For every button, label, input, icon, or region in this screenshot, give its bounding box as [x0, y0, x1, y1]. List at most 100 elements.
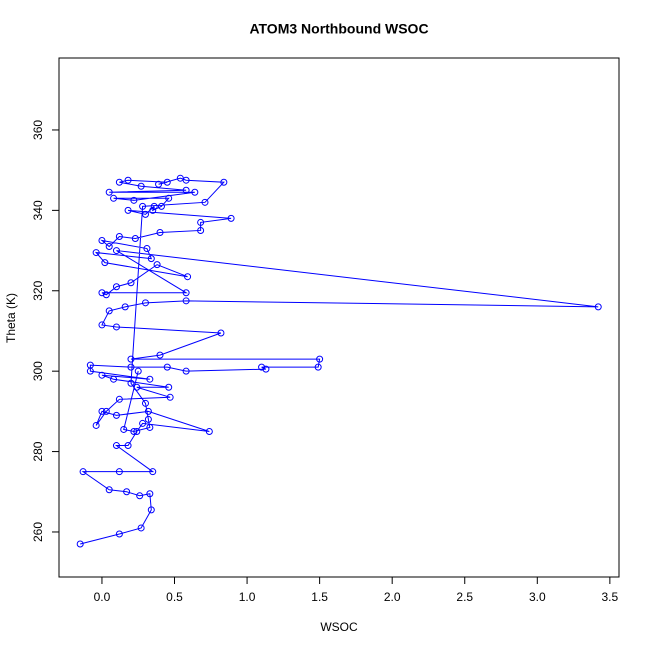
point — [165, 194, 173, 202]
point — [137, 182, 145, 190]
point — [156, 228, 164, 236]
point — [110, 194, 118, 202]
point — [98, 321, 106, 329]
point — [139, 419, 147, 427]
point — [127, 379, 135, 387]
x-tick-label: 3.5 — [602, 590, 619, 604]
point — [141, 399, 149, 407]
point — [201, 198, 209, 206]
point — [146, 375, 154, 383]
point — [115, 530, 123, 538]
point — [115, 178, 123, 186]
point — [124, 442, 132, 450]
x-tick-label: 1.5 — [311, 590, 328, 604]
point — [136, 492, 144, 500]
point — [149, 468, 157, 476]
point — [227, 214, 235, 222]
point — [144, 415, 152, 423]
point — [165, 383, 173, 391]
point — [131, 235, 139, 243]
point — [86, 361, 94, 369]
point — [92, 249, 100, 257]
point — [115, 468, 123, 476]
point — [176, 174, 184, 182]
x-axis-label: WSOC — [320, 620, 358, 634]
x-tick-label: 0.5 — [166, 590, 183, 604]
point — [112, 323, 120, 331]
x-tick-label: 3.0 — [529, 590, 546, 604]
point — [127, 355, 135, 363]
point — [124, 206, 132, 214]
point — [127, 363, 135, 371]
point — [182, 176, 190, 184]
point — [205, 427, 213, 435]
point — [146, 490, 154, 498]
point — [197, 226, 205, 234]
point — [139, 202, 147, 210]
point — [133, 427, 141, 435]
point — [110, 375, 118, 383]
point — [182, 289, 190, 297]
point — [149, 206, 157, 214]
plot-box — [58, 57, 620, 578]
y-tick-label: 260 — [31, 522, 45, 542]
point — [262, 365, 270, 373]
point — [112, 283, 120, 291]
y-tick-label: 340 — [31, 200, 45, 220]
point — [105, 188, 113, 196]
point — [102, 291, 110, 299]
point — [98, 289, 106, 297]
chart-title: ATOM3 Northbound WSOC — [249, 21, 428, 37]
y-tick-label: 280 — [31, 441, 45, 461]
point — [166, 393, 174, 401]
point — [124, 176, 132, 184]
point — [120, 425, 128, 433]
series-line — [80, 177, 599, 545]
point — [105, 486, 113, 494]
point — [157, 202, 165, 210]
point — [197, 218, 205, 226]
point — [115, 395, 123, 403]
x-tick-label: 2.0 — [384, 590, 401, 604]
y-tick-label: 300 — [31, 361, 45, 381]
point — [147, 506, 155, 514]
x-tick-label: 0.0 — [94, 590, 111, 604]
point — [182, 186, 190, 194]
point — [153, 261, 161, 269]
x-tick-label: 2.5 — [456, 590, 473, 604]
point — [112, 247, 120, 255]
point — [163, 178, 171, 186]
point — [92, 421, 100, 429]
point — [98, 371, 106, 379]
point — [134, 367, 142, 375]
point — [184, 273, 192, 281]
point — [220, 178, 228, 186]
point — [123, 488, 131, 496]
point — [112, 411, 120, 419]
point — [163, 363, 171, 371]
point — [121, 303, 129, 311]
point — [105, 243, 113, 251]
point — [314, 363, 322, 371]
point — [182, 367, 190, 375]
point — [98, 407, 106, 415]
point — [258, 363, 266, 371]
point — [130, 196, 138, 204]
point — [79, 468, 87, 476]
point — [156, 351, 164, 359]
point — [105, 307, 113, 315]
point — [115, 232, 123, 240]
point — [594, 303, 602, 311]
point — [133, 383, 141, 391]
point — [182, 297, 190, 305]
x-tick-label: 1.0 — [239, 590, 256, 604]
point — [102, 407, 110, 415]
point — [316, 355, 324, 363]
point — [127, 279, 135, 287]
point — [112, 442, 120, 450]
y-tick-label: 320 — [31, 280, 45, 300]
point — [143, 245, 151, 253]
point — [137, 524, 145, 532]
point — [155, 180, 163, 188]
point — [146, 423, 154, 431]
